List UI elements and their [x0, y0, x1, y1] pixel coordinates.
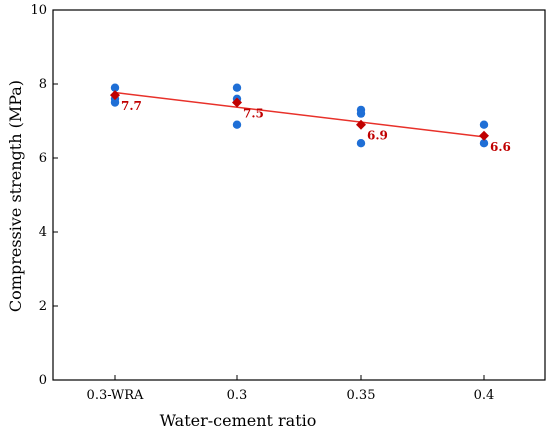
mean-label-2: 6.9: [367, 129, 388, 143]
x-tick-label-2: 0.35: [347, 388, 376, 403]
mean-marker-2: [356, 119, 366, 130]
mean-label-1: 7.5: [243, 107, 264, 121]
mean-marker-1: [232, 97, 242, 108]
mean-label-0: 7.7: [121, 99, 142, 113]
plot-area: 0 2 4 6 8 10 0.3-WRA 0.3 0.35 0.4 7.7 7.5 6.9 6.6: [30, 3, 546, 403]
specimen-point-9: [479, 120, 489, 129]
mean-label-3: 6.6: [490, 140, 511, 154]
x-tick-label-1: 0.3: [227, 388, 248, 403]
specimen-point-3: [232, 83, 242, 92]
plot-frame: [52, 9, 546, 381]
y-tick-label-1: 2: [39, 299, 47, 314]
specimen-point-2: [110, 98, 120, 107]
mean-marker-3: [479, 130, 489, 141]
y-axis-title: Compressive strength (MPa): [6, 80, 25, 312]
y-tick-label-0: 0: [39, 373, 47, 388]
mean-marker-0: [110, 90, 120, 101]
y-tick-label-5: 10: [30, 3, 47, 18]
y-tick-label-2: 4: [39, 225, 47, 240]
specimen-point-7: [356, 109, 366, 118]
y-tick-label-3: 6: [39, 151, 47, 166]
specimen-point-0: [110, 83, 120, 92]
y-tick-label-4: 8: [39, 77, 47, 92]
specimen-point-5: [232, 120, 242, 129]
trend-line: [114, 91, 485, 138]
specimen-point-10: [479, 139, 489, 148]
x-tick-label-3: 0.4: [474, 388, 495, 403]
x-tick-label-0: 0.3-WRA: [87, 388, 145, 403]
x-axis-title: Water-cement ratio: [160, 411, 317, 430]
specimen-point-8: [356, 139, 366, 148]
